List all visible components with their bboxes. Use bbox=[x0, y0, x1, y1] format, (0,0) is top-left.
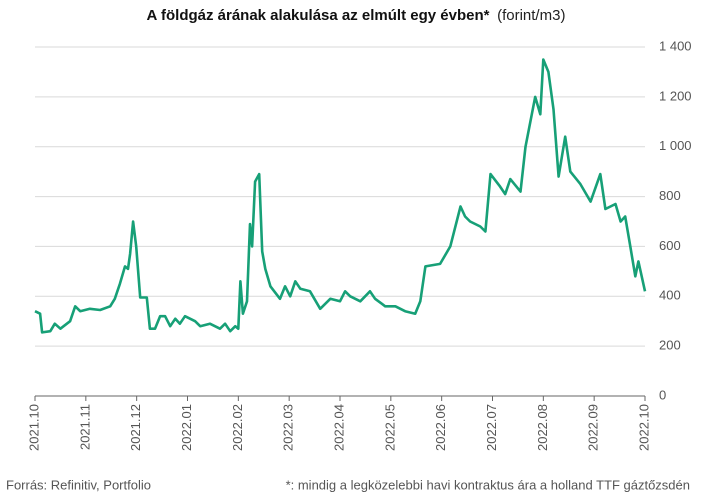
y-tick-label: 400 bbox=[659, 288, 681, 303]
x-tick-label: 2022.05 bbox=[382, 404, 397, 451]
x-tick-label: 2022.10 bbox=[636, 404, 651, 451]
x-tick-label: 2022.07 bbox=[484, 404, 499, 451]
y-tick-label: 1 000 bbox=[659, 138, 692, 153]
x-tick-label: 2022.03 bbox=[281, 404, 296, 451]
y-tick-label: 200 bbox=[659, 338, 681, 353]
x-tick-label: 2022.06 bbox=[433, 404, 448, 451]
x-tick-label: 2022.02 bbox=[230, 404, 245, 451]
x-tick-label: 2022.04 bbox=[331, 404, 346, 451]
x-tick-label: 2021.11 bbox=[77, 404, 92, 450]
source: Forrás: Refinitiv, Portfolio bbox=[6, 477, 151, 492]
y-tick-label: 800 bbox=[659, 188, 681, 203]
note: *: mindig a legközelebbi havi kontraktus… bbox=[286, 477, 690, 492]
x-tick-label: 2021.10 bbox=[26, 404, 41, 451]
chart-title: A földgáz árának alakulása az elmúlt egy… bbox=[147, 7, 490, 24]
x-tick-label: 2022.01 bbox=[179, 404, 194, 451]
chart-title-group: A földgáz árának alakulása az elmúlt egy… bbox=[147, 7, 566, 24]
x-tick-label: 2022.09 bbox=[586, 404, 601, 451]
x-tick-label: 2021.12 bbox=[128, 404, 143, 451]
y-tick-label: 600 bbox=[659, 238, 681, 253]
y-tick-label: 0 bbox=[659, 387, 666, 402]
line bbox=[34, 58, 647, 334]
y-tick-label: 1 200 bbox=[659, 88, 692, 103]
x-tick-label: 2022.08 bbox=[535, 404, 550, 451]
chart-subtitle: (forint/m3) bbox=[497, 7, 565, 24]
y-tick-label: 1 400 bbox=[659, 38, 692, 53]
